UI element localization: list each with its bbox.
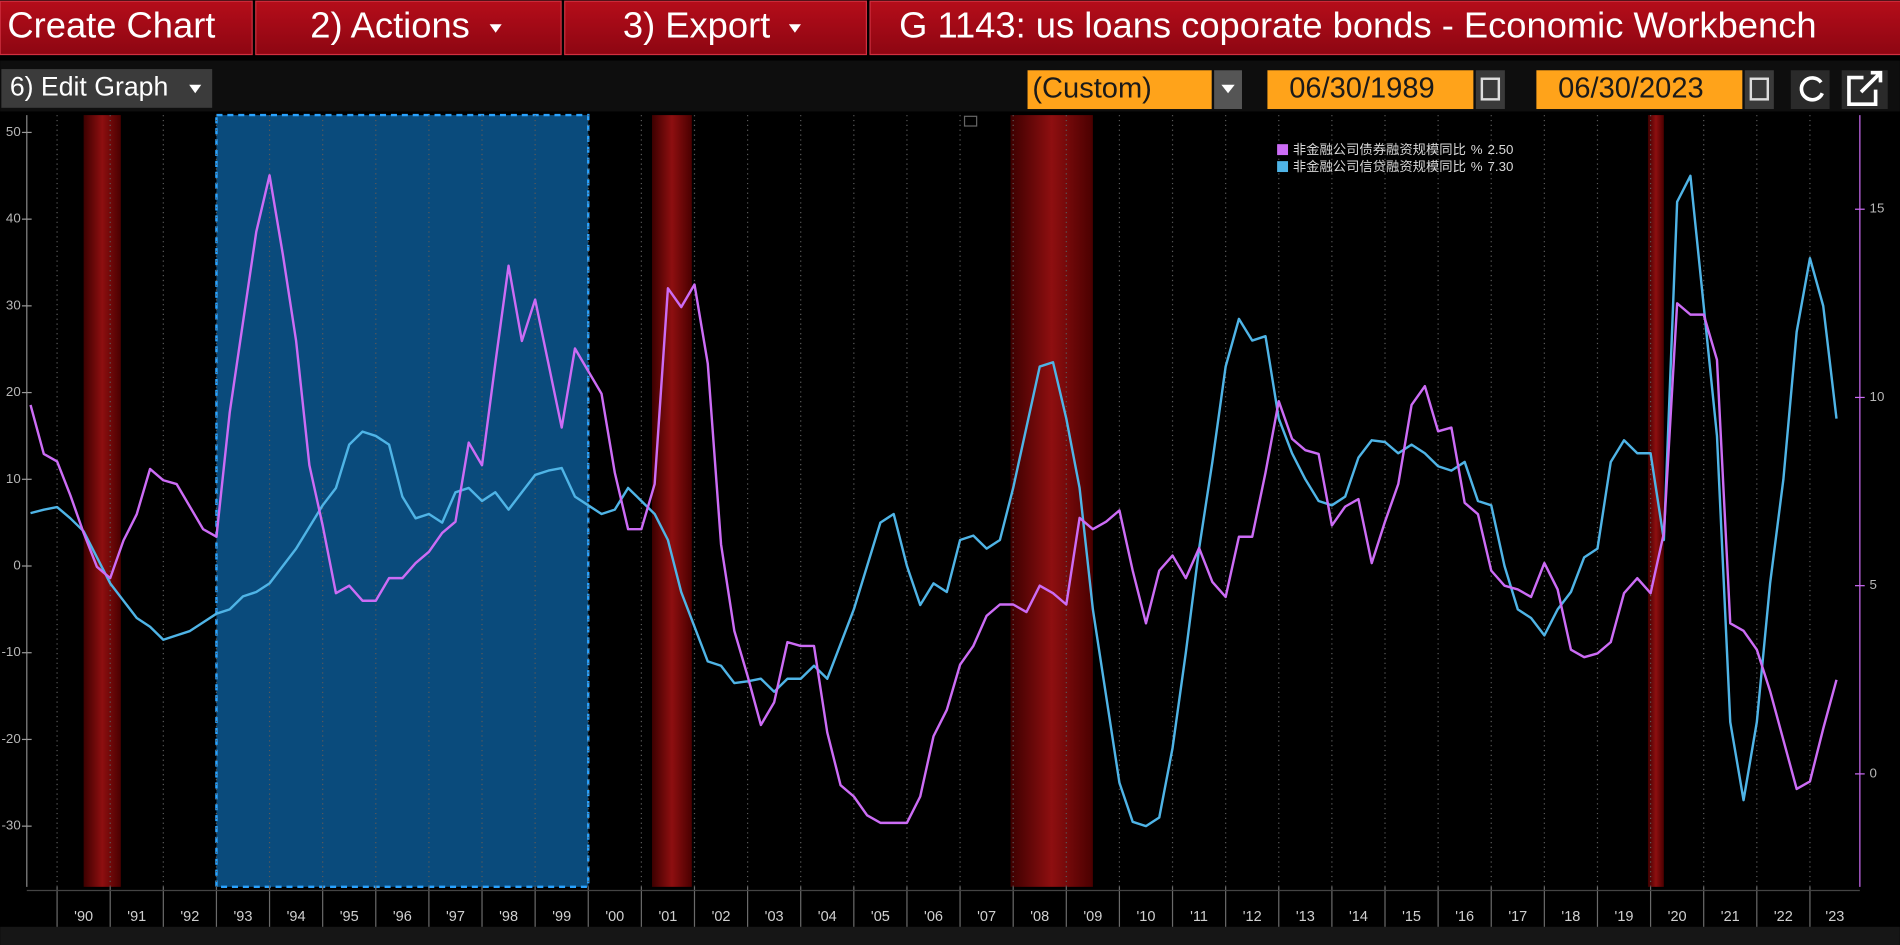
dropdown-arrow — [189, 84, 202, 94]
x-tick-label: '94 — [287, 909, 306, 925]
create-chart-label[interactable]: Create Chart — [7, 4, 215, 45]
x-tick-label: '21 — [1721, 909, 1740, 925]
recession-band — [651, 115, 692, 887]
x-tick-label: '92 — [180, 909, 199, 925]
legend-name: 非金融公司债券融资规模同比 — [1293, 142, 1466, 157]
x-tick-label: '03 — [765, 909, 784, 925]
edit-graph-button[interactable] — [1, 69, 213, 108]
x-tick-label: '13 — [1296, 909, 1315, 925]
x-tick-label: '20 — [1668, 909, 1687, 925]
create-chart-button[interactable] — [0, 0, 253, 56]
calendar-icon — [1480, 77, 1501, 101]
y-tick-label: 10 — [6, 471, 21, 486]
x-tick-label: '11 — [1190, 909, 1208, 925]
y-tick-label: -20 — [1, 731, 20, 746]
x-tick-label: '16 — [1455, 909, 1474, 925]
x-tick-label: '08 — [1030, 909, 1049, 925]
y2-tick-label: 5 — [1870, 577, 1877, 592]
x-tick-label: '10 — [1137, 909, 1156, 925]
legend-unit: % — [1471, 159, 1483, 174]
y-tick-label: 20 — [6, 384, 21, 399]
actions-button[interactable] — [255, 0, 562, 56]
x-tick-label: '06 — [924, 909, 943, 925]
legend-entry: 非金融公司债券融资规模同比% 2.50 — [1293, 142, 1514, 157]
series-line — [30, 174, 1838, 828]
x-tick-label: '91 — [127, 909, 146, 925]
x-tick-label: '05 — [871, 909, 890, 925]
chart-menu-icon[interactable] — [963, 115, 978, 127]
y-tick-label: 50 — [6, 124, 21, 139]
period-select[interactable] — [1027, 70, 1212, 110]
x-tick-label: '90 — [74, 909, 93, 925]
x-tick-label: '22 — [1774, 909, 1793, 925]
y2-tick-label: 0 — [1870, 765, 1877, 780]
dropdown-arrow — [489, 24, 502, 33]
x-tick-label: '00 — [605, 909, 624, 925]
recession-band — [1647, 115, 1664, 887]
x-tick-label: '99 — [552, 909, 571, 925]
start-date-field[interactable] — [1267, 70, 1474, 110]
legend-swatch — [1277, 161, 1289, 173]
x-tick-label: '98 — [499, 909, 518, 925]
refresh-icon — [1799, 76, 1824, 102]
end-date-field[interactable] — [1536, 70, 1743, 110]
popout-icon — [1847, 70, 1883, 107]
x-tick-label: '19 — [1615, 909, 1634, 925]
highlight-region — [215, 113, 590, 889]
legend-entry: 非金融公司信贷融资规模同比% 7.30 — [1293, 159, 1514, 174]
x-tick-label: '23 — [1825, 909, 1844, 925]
y-tick-label: 40 — [6, 211, 21, 226]
calendar-icon — [1749, 77, 1769, 101]
recession-band — [1010, 115, 1093, 887]
x-tick-label: '96 — [393, 909, 412, 925]
refresh-button[interactable] — [1790, 70, 1830, 110]
x-tick-label: '01 — [658, 909, 677, 925]
end-date[interactable]: 06/30/2023 — [1558, 72, 1703, 104]
y-tick-label: -30 — [1, 818, 20, 833]
x-tick-label: '95 — [340, 909, 359, 925]
legend-name: 非金融公司信贷融资规模同比 — [1293, 159, 1466, 174]
x-tick-label: '17 — [1508, 909, 1527, 925]
legend-last-value: 2.50 — [1487, 142, 1513, 157]
period-label[interactable]: (Custom) — [1032, 72, 1152, 104]
x-tick-label: '07 — [977, 909, 996, 925]
x-tick-label: '14 — [1349, 909, 1368, 925]
calendar-button[interactable] — [1744, 70, 1774, 110]
y-tick-label: 0 — [13, 558, 20, 573]
series-line — [29, 174, 1838, 825]
legend-unit: % — [1471, 142, 1483, 157]
window-title: G 1143: us loans coporate bonds - Econom… — [899, 4, 1816, 45]
legend-swatch — [1277, 144, 1289, 156]
dropdown-arrow — [1221, 84, 1235, 94]
actions-label[interactable]: 2) Actions — [310, 4, 470, 45]
x-tick-label: '09 — [1083, 909, 1102, 925]
x-tick-label: '97 — [446, 909, 465, 925]
export-button[interactable] — [564, 0, 868, 56]
x-tick-label: '02 — [712, 909, 731, 925]
x-tick-label: '15 — [1402, 909, 1421, 925]
x-tick-label: '93 — [234, 909, 253, 925]
start-date[interactable]: 06/30/1989 — [1289, 72, 1434, 104]
calendar-button[interactable] — [1475, 70, 1505, 110]
y-tick-label: -10 — [1, 644, 20, 659]
x-tick-label: '04 — [818, 909, 837, 925]
y2-tick-label: 15 — [1870, 201, 1885, 216]
y2-tick-label: 10 — [1870, 389, 1885, 404]
title-bar — [869, 0, 1900, 56]
edit-graph-label[interactable]: 6) Edit Graph — [10, 71, 168, 101]
recession-band — [83, 115, 121, 887]
dropdown-arrow — [788, 24, 801, 33]
x-tick-label: '18 — [1561, 909, 1580, 925]
y-tick-label: 30 — [6, 297, 21, 312]
legend-last-value: 7.30 — [1487, 159, 1513, 174]
x-tick-label: '12 — [1243, 909, 1262, 925]
plot: '90 '91 '92 '93 '94 '95 '96 '97 '98 '99 '00 '01 '02 '… — [1, 113, 1885, 927]
export-label[interactable]: 3) Export — [623, 4, 770, 45]
status-strip — [0, 926, 1900, 945]
